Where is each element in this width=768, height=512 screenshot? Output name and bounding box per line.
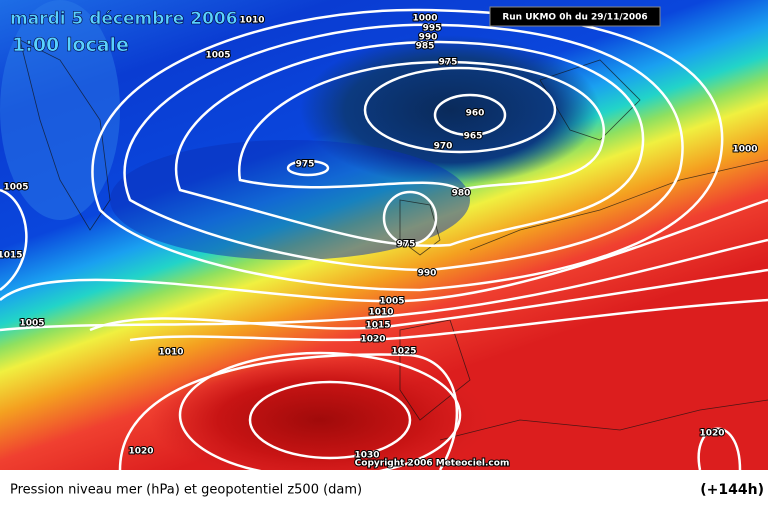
isobar-label: 980: [452, 189, 471, 199]
isobar-label: 1020: [699, 429, 724, 439]
isobar-label: 1020: [360, 335, 385, 345]
copyright: Copyright 2006 Meteociel.com: [355, 459, 510, 469]
isobar-label: 975: [397, 240, 416, 250]
isobar-label: 990: [418, 269, 437, 279]
coastlines: [19, 39, 768, 441]
isobar-label: 1015: [0, 251, 23, 261]
isobar-labels: 1010 100099599098597596096597097598097599…: [0, 13, 759, 462]
isobar-label: 985: [416, 42, 435, 52]
isobar-label: 1010: [239, 16, 264, 26]
isobar-label: 1000: [732, 145, 757, 155]
caption: Pression niveau mer (hPa) et geopotentie…: [10, 483, 362, 498]
isobar-label: 1000: [412, 14, 437, 24]
greenland-area: [0, 0, 120, 220]
isobar-label: 965: [464, 132, 483, 142]
isobar-label: 1010: [368, 308, 393, 318]
isobar-label: 1010: [158, 348, 183, 358]
lead-time: (+144h): [700, 482, 764, 498]
run-label: Run UKMO 0h du 29/11/2006: [502, 13, 647, 23]
map-date: mardi 5 décembre 2006: [10, 9, 238, 29]
isobar-label: 1015: [365, 321, 390, 331]
map-time: 1:00 locale: [12, 34, 129, 56]
isobar-label: 1005: [379, 297, 404, 307]
high-area: [150, 355, 490, 485]
isobar-label: 990: [419, 33, 438, 43]
run-box: [489, 6, 661, 27]
isobars: [0, 8, 768, 479]
isobar-label: 960: [466, 109, 485, 119]
isobar-label: 975: [296, 160, 315, 170]
isobar-label: 1030: [354, 451, 379, 461]
trough-area: [110, 140, 470, 260]
isobar-label: 975: [439, 58, 458, 68]
caption-strip: [0, 470, 768, 512]
isobar-label: 1025: [391, 347, 416, 357]
isobar-label: 1005: [19, 319, 44, 329]
isobar-label: 995: [423, 24, 442, 34]
isobar-label: 1005: [3, 183, 28, 193]
isobar-label: 1005: [205, 51, 230, 61]
isobar-label: 1020: [128, 447, 153, 457]
isobar-label: 970: [434, 142, 453, 152]
